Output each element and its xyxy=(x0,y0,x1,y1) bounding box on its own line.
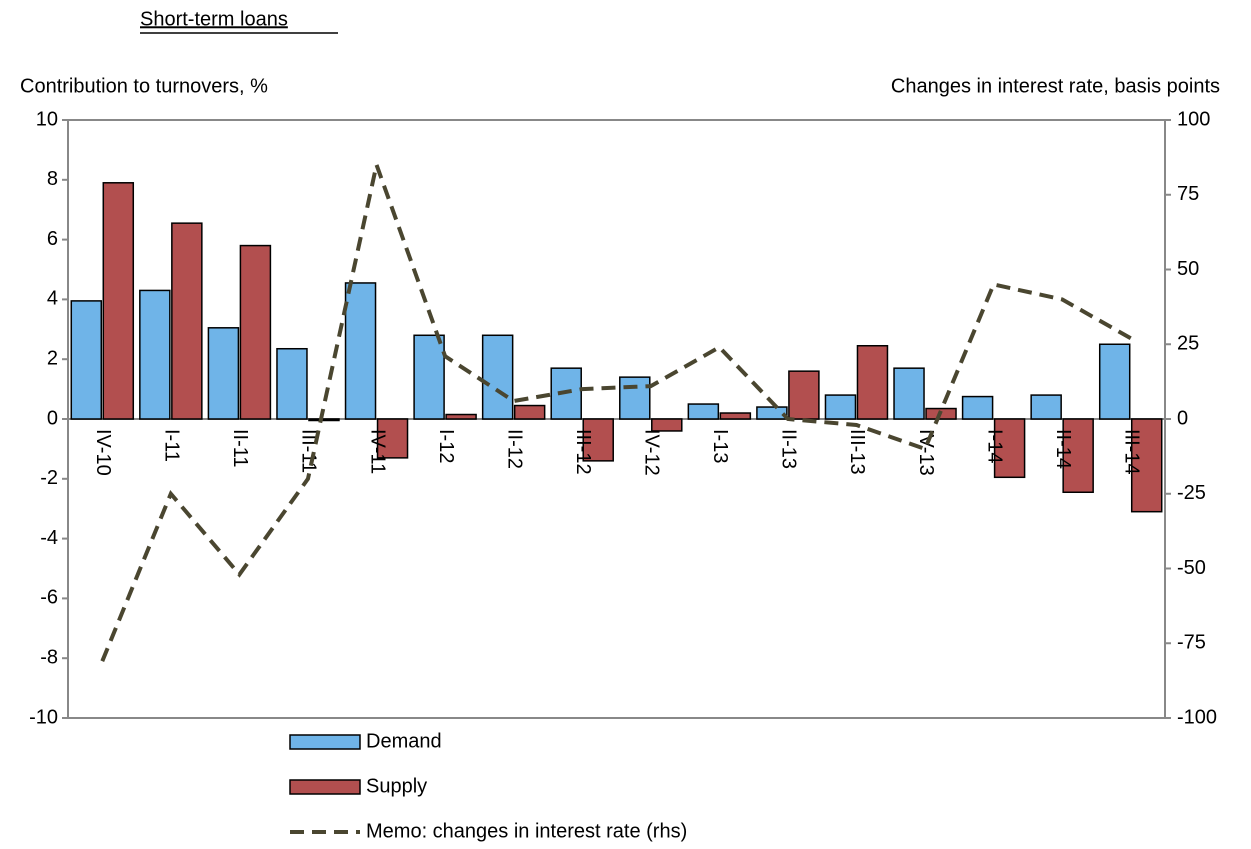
legend-swatch xyxy=(289,734,361,750)
legend-label: Supply xyxy=(366,775,427,797)
bar xyxy=(1062,418,1094,494)
bar xyxy=(445,413,477,420)
bar xyxy=(102,182,135,420)
bar xyxy=(139,289,171,420)
chart-title: Short-term loans xyxy=(140,8,288,30)
bar xyxy=(788,370,820,420)
y-tick-label: 4 xyxy=(47,288,58,310)
x-tick-label: II-12 xyxy=(503,429,525,469)
bar xyxy=(513,404,546,420)
y-tick-label: -2 xyxy=(40,467,58,489)
y2-tick-label: -50 xyxy=(1177,557,1206,579)
y2-tick-label: 100 xyxy=(1177,108,1210,130)
bar xyxy=(719,412,752,420)
bar xyxy=(481,334,514,420)
bar xyxy=(1030,394,1062,420)
y2-tick-label: -75 xyxy=(1177,632,1206,654)
y-tick-label: -8 xyxy=(40,646,58,668)
x-tick-label: III-14 xyxy=(1120,429,1142,475)
bar xyxy=(961,395,994,420)
y2-tick-label: 75 xyxy=(1177,183,1199,205)
y-tick-label: 10 xyxy=(36,108,58,130)
x-tick-label: II-14 xyxy=(1052,429,1074,469)
y2-tick-label: 0 xyxy=(1177,407,1188,429)
x-tick-label: III-12 xyxy=(572,429,594,475)
legend-label: Memo: changes in interest rate (rhs) xyxy=(366,820,687,842)
y-axis-label: Contribution to turnovers, % xyxy=(20,75,268,97)
y2-tick-label: -100 xyxy=(1177,706,1217,728)
y-tick-label: -10 xyxy=(29,706,58,728)
bar xyxy=(70,300,103,420)
y-tick-label: 6 xyxy=(47,228,58,250)
legend-label: Demand xyxy=(366,730,442,752)
y-tick-label: 8 xyxy=(47,168,58,190)
bar xyxy=(344,282,377,420)
bar xyxy=(856,344,889,420)
legend-swatch xyxy=(289,779,361,795)
bar xyxy=(239,244,272,420)
x-tick-label: IV-12 xyxy=(641,429,663,476)
y-tick-label: 2 xyxy=(47,347,58,369)
y-tick-label: -4 xyxy=(40,527,58,549)
x-tick-label: IV-13 xyxy=(915,429,937,476)
x-tick-label: II-13 xyxy=(778,429,800,469)
x-tick-label: IV-10 xyxy=(92,429,114,476)
x-tick-label: I-13 xyxy=(709,429,731,463)
bar xyxy=(308,418,340,422)
bar xyxy=(1098,343,1131,420)
y2-tick-label: 50 xyxy=(1177,258,1199,280)
bar xyxy=(824,394,857,420)
bar xyxy=(993,418,1026,479)
x-tick-label: III-11 xyxy=(298,429,320,473)
bar xyxy=(619,376,651,420)
x-tick-label: II-11 xyxy=(229,429,251,468)
bar xyxy=(582,418,614,462)
x-tick-label: III-13 xyxy=(846,429,868,475)
bar xyxy=(207,327,240,420)
bar xyxy=(893,367,925,420)
bar xyxy=(171,222,203,420)
x-tick-label: I-14 xyxy=(983,429,1005,463)
y-tick-label: 0 xyxy=(47,407,58,429)
y2-tick-label: 25 xyxy=(1177,333,1199,355)
y2-axis-label: Changes in interest rate, basis points xyxy=(891,75,1220,97)
x-tick-label: I-11 xyxy=(161,429,183,462)
y-tick-label: -6 xyxy=(40,587,58,609)
x-tick-label: IV-11 xyxy=(366,429,388,474)
bar xyxy=(756,406,788,420)
bar xyxy=(1130,418,1163,513)
y2-tick-label: -25 xyxy=(1177,482,1206,504)
bar xyxy=(687,403,720,420)
bar xyxy=(376,418,409,459)
x-tick-label: I-12 xyxy=(435,429,457,463)
bar xyxy=(651,418,683,432)
bar xyxy=(276,347,308,420)
bar xyxy=(413,334,445,420)
